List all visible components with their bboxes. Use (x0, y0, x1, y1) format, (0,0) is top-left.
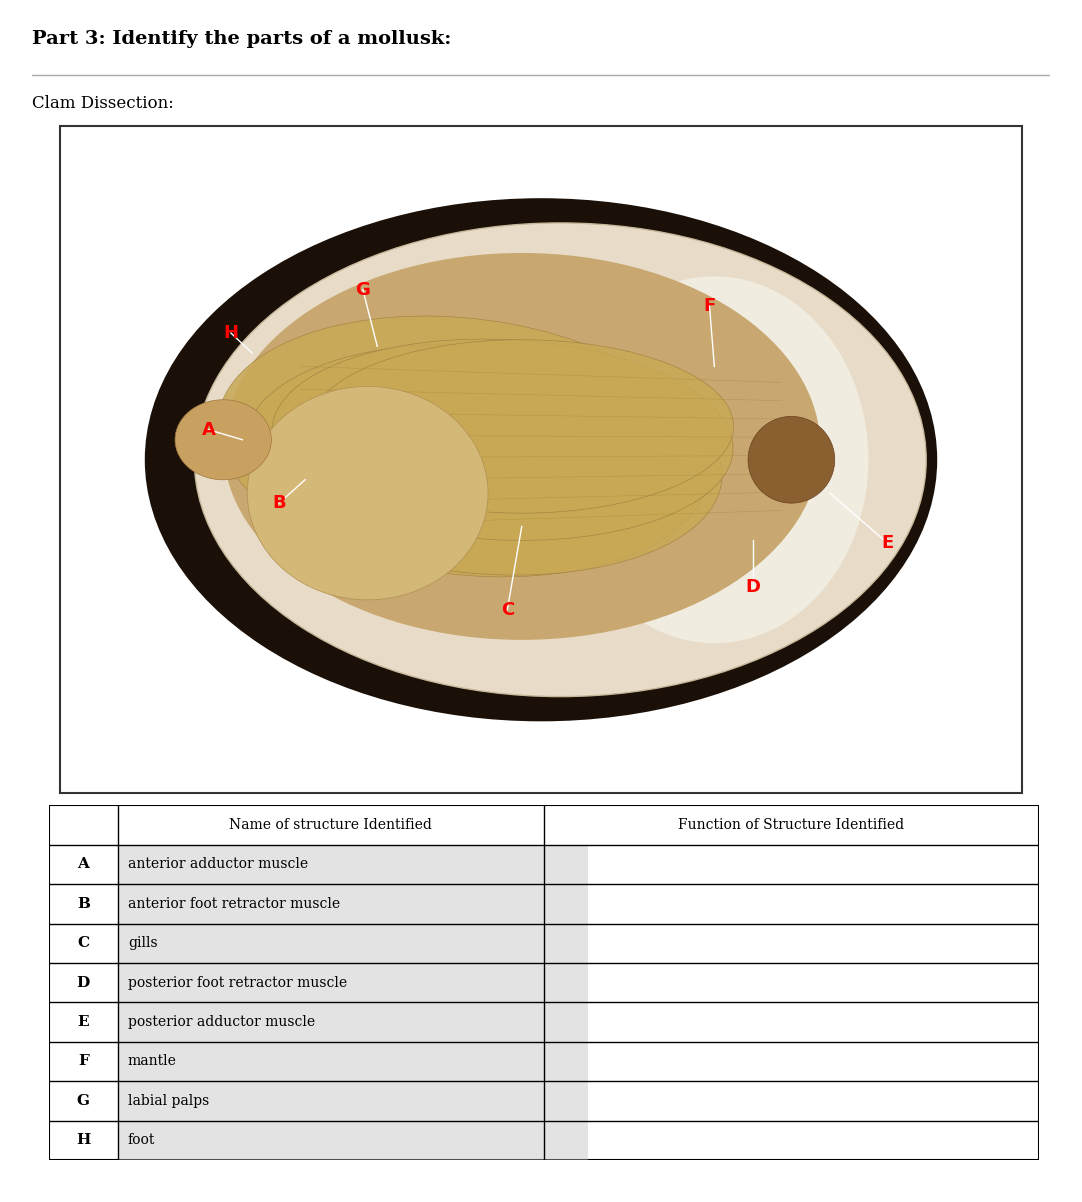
Bar (118, 845, 544, 885)
Text: A: A (202, 421, 215, 439)
Text: H: H (223, 325, 238, 343)
Text: B: B (273, 494, 286, 512)
Text: Part 3: Identify the parts of a mollusk:: Part 3: Identify the parts of a mollusk: (32, 30, 452, 48)
Bar (118, 885, 544, 923)
Bar (543, 885, 589, 923)
Text: F: F (703, 297, 715, 315)
Bar (118, 1081, 544, 1120)
Text: G: G (355, 280, 370, 298)
Text: gills: gills (128, 936, 158, 951)
Text: D: D (77, 976, 90, 989)
Ellipse shape (560, 276, 869, 643)
Ellipse shape (146, 200, 936, 720)
Text: F: F (78, 1054, 89, 1069)
Bar (543, 845, 589, 885)
Ellipse shape (217, 316, 711, 577)
Text: posterior foot retractor muscle: posterior foot retractor muscle (128, 976, 347, 989)
Text: Clam Dissection:: Clam Dissection: (32, 95, 174, 112)
Text: Function of Structure Identified: Function of Structure Identified (678, 819, 905, 832)
Text: mantle: mantle (128, 1054, 176, 1069)
Text: B: B (77, 897, 90, 911)
Bar (118, 1002, 544, 1042)
Text: G: G (77, 1094, 90, 1108)
Bar (543, 963, 589, 1002)
Ellipse shape (223, 252, 820, 639)
Bar (118, 1042, 544, 1081)
Text: E: E (78, 1014, 89, 1029)
Ellipse shape (245, 345, 722, 575)
Ellipse shape (195, 222, 926, 697)
Bar (543, 1081, 589, 1120)
Text: E: E (882, 534, 894, 552)
Bar (543, 1042, 589, 1081)
Bar (118, 963, 544, 1002)
Text: Name of structure Identified: Name of structure Identified (229, 819, 433, 832)
Bar (118, 1120, 544, 1160)
Text: labial palps: labial palps (128, 1094, 209, 1108)
Text: D: D (745, 577, 761, 595)
Bar (543, 1002, 589, 1042)
Text: foot: foot (128, 1133, 156, 1147)
Text: A: A (78, 857, 90, 871)
Bar (543, 923, 589, 963)
Ellipse shape (175, 400, 272, 480)
Ellipse shape (748, 416, 834, 504)
Text: anterior adductor muscle: anterior adductor muscle (128, 857, 308, 871)
Ellipse shape (248, 386, 488, 600)
Text: H: H (76, 1133, 91, 1147)
Text: posterior adductor muscle: posterior adductor muscle (128, 1014, 315, 1029)
Text: C: C (77, 936, 90, 951)
Ellipse shape (309, 340, 734, 513)
Bar (118, 923, 544, 963)
Bar (543, 1120, 589, 1160)
Ellipse shape (272, 339, 734, 541)
Text: anterior foot retractor muscle: anterior foot retractor muscle (128, 897, 340, 911)
Text: C: C (501, 601, 514, 619)
